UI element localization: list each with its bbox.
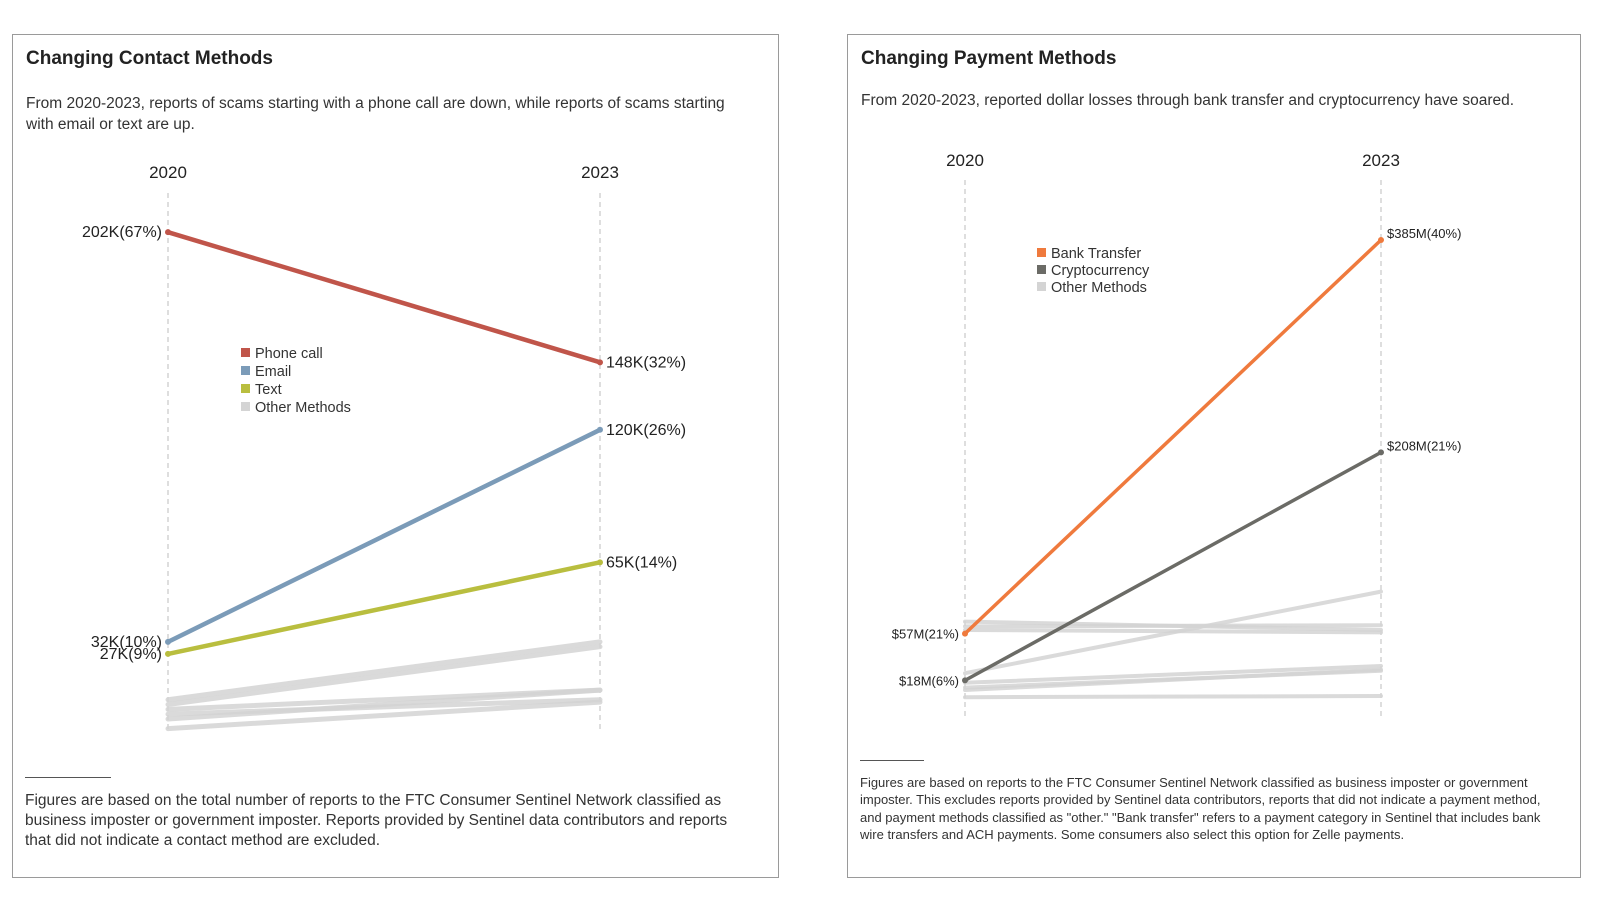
bank-transfer-legend-label: Bank Transfer (1051, 246, 1141, 262)
year-label-2020: 2020 (149, 163, 187, 182)
phone-call-point-2023 (597, 359, 603, 366)
phone-call-label-2020: 202K(67%) (82, 224, 162, 241)
payment-chart-subtitle: From 2020-2023, reported dollar losses t… (861, 92, 1515, 109)
bank-transfer-label-2023: $385M(40%) (1387, 226, 1461, 241)
cryptocurrency-label-2023: $208M(21%) (1387, 438, 1461, 453)
bank-transfer-point-2020 (962, 630, 968, 637)
other-methods-legend-label: Other Methods (255, 400, 351, 416)
phone-call-legend-swatch (241, 348, 250, 357)
contact-chart-subtitle: From 2020-2023, reports of scams startin… (26, 95, 725, 133)
contact-chart-footnote: Figures are based on the total number of… (25, 792, 728, 849)
other-method-line (963, 667, 1383, 692)
email-legend-swatch (241, 366, 250, 375)
email-point-2023 (597, 426, 603, 433)
phone-call-label-2023: 148K(32%) (606, 354, 686, 371)
text-label-2020: 27K(9%) (100, 646, 162, 663)
other-method-line (963, 664, 1383, 685)
cryptocurrency-point-2020 (962, 677, 968, 684)
other-method-line (165, 639, 603, 703)
email-series-line (165, 427, 603, 645)
other-method-line (165, 699, 603, 732)
contact-methods-panel: Changing Contact Methods From 2020-2023,… (12, 34, 779, 878)
footnote-divider (25, 777, 111, 778)
text-legend-swatch (241, 384, 250, 393)
payment-methods-panel: Changing Payment Methods From 2020-2023,… (847, 34, 1581, 878)
cryptocurrency-series-line (963, 450, 1383, 683)
cryptocurrency-label-2020: $18M(6%) (899, 673, 959, 688)
other-methods-legend-swatch (1037, 282, 1046, 291)
payment-chart-title: Changing Payment Methods (861, 48, 1117, 69)
other-method-line (165, 687, 603, 722)
text-point-2023 (597, 559, 603, 566)
text-legend-label: Text (255, 382, 282, 398)
contact-chart-title: Changing Contact Methods (26, 48, 273, 69)
year-label-2020: 2020 (946, 151, 984, 170)
footnote-divider (860, 760, 924, 761)
cryptocurrency-point-2023 (1378, 449, 1384, 456)
bank-transfer-label-2020: $57M(21%) (892, 627, 959, 642)
bank-transfer-series-line (963, 238, 1383, 636)
other-method-line (963, 623, 1383, 629)
other-method-line (963, 694, 1383, 700)
text-point-2020 (165, 650, 171, 657)
payment-chart-footnote: Figures are based on reports to the FTC … (860, 775, 1541, 843)
other-methods-legend-label: Other Methods (1051, 280, 1147, 296)
year-label-2023: 2023 (581, 163, 619, 182)
cryptocurrency-legend-label: Cryptocurrency (1051, 263, 1150, 279)
payment-methods-chart: 2020 2023 $57M(21%) $385M(40%) $18M(6%) $208M… (892, 151, 1461, 720)
email-point-2020 (165, 638, 171, 645)
text-series-line (165, 560, 603, 657)
email-label-2020: 32K(10%) (91, 634, 162, 651)
text-label-2023: 65K(14%) (606, 554, 677, 571)
bank-transfer-legend-swatch (1037, 248, 1046, 257)
email-label-2023: 120K(26%) (606, 422, 686, 439)
year-label-2023: 2023 (1362, 151, 1400, 170)
phone-call-point-2020 (165, 229, 171, 236)
email-legend-label: Email (255, 364, 291, 380)
contact-methods-chart: 2020 2023 202K(67%) 148K(32%) 32K(10%) 120K(2… (82, 163, 686, 732)
other-method-line (963, 589, 1383, 676)
bank-transfer-point-2023 (1378, 237, 1384, 243)
other-method-line (165, 644, 603, 708)
other-methods-legend-swatch (241, 402, 250, 411)
cryptocurrency-legend-swatch (1037, 265, 1046, 274)
phone-call-series-line (165, 229, 603, 365)
phone-call-legend-label: Phone call (255, 346, 323, 362)
